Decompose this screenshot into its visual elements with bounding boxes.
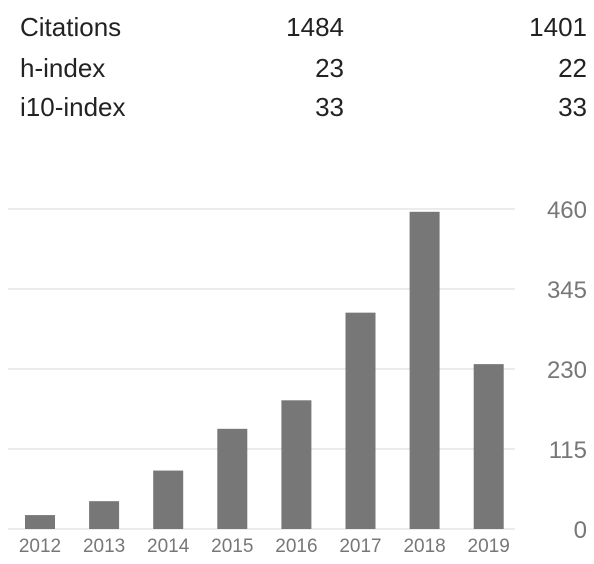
chart-bars <box>25 211 504 530</box>
y-tick-label: 345 <box>547 277 587 304</box>
bar-2012[interactable] <box>25 515 55 529</box>
bar-2017[interactable] <box>345 312 376 529</box>
y-tick-label: 115 <box>549 437 587 464</box>
bar-2019[interactable] <box>473 364 504 529</box>
x-tick-label: 2016 <box>275 536 317 557</box>
citations-all-value: 1484 <box>286 12 344 42</box>
x-tick-label: 2014 <box>147 536 190 557</box>
citations-row: Citations 1484 1401 <box>0 7 594 47</box>
bar-2015[interactable] <box>217 428 248 529</box>
x-tick-label: 2018 <box>403 536 445 557</box>
h-index-since-value: 22 <box>558 53 587 83</box>
x-tick-label: 2017 <box>339 536 381 557</box>
bar-2014[interactable] <box>153 470 184 529</box>
x-tick-label: 2015 <box>211 536 253 557</box>
h-index-row: h-index 23 22 <box>0 48 594 88</box>
i10-index-since-value: 33 <box>558 92 587 122</box>
chart-y-axis-ticks: 0 115 230 345 460 <box>547 197 587 544</box>
y-tick-label: 230 <box>547 357 587 384</box>
bar-2016[interactable] <box>281 400 312 529</box>
citations-since-value: 1401 <box>529 12 587 42</box>
y-tick-label: 460 <box>547 197 587 224</box>
x-tick-label: 2012 <box>19 536 61 557</box>
chart-x-axis-ticks: 2012 2013 2014 2015 2016 2017 2018 2019 <box>19 536 510 557</box>
i10-index-label: i10-index <box>20 92 126 122</box>
x-tick-label: 2019 <box>468 536 510 557</box>
citations-label: Citations <box>20 12 122 42</box>
i10-index-row: i10-index 33 33 <box>0 87 594 127</box>
h-index-label: h-index <box>20 53 106 83</box>
i10-index-all-value: 33 <box>315 92 344 122</box>
y-tick-label: 0 <box>574 517 587 544</box>
bar-2018[interactable] <box>409 211 440 530</box>
h-index-all-value: 23 <box>315 53 344 83</box>
x-tick-label: 2013 <box>83 536 125 557</box>
bar-2013[interactable] <box>89 501 120 529</box>
